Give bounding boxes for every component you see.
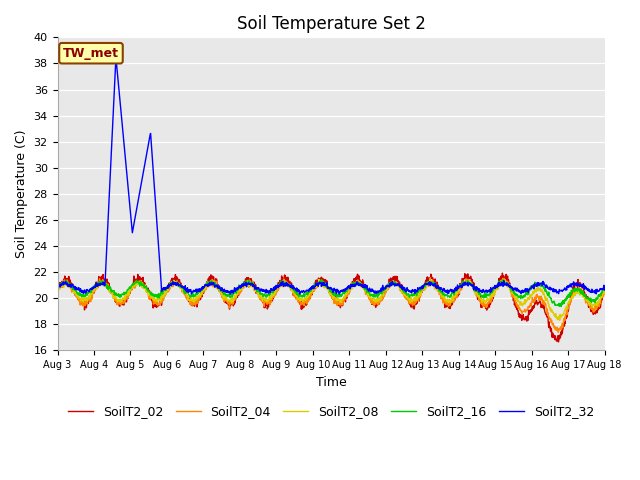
Line: SoilT2_02: SoilT2_02 bbox=[58, 273, 605, 342]
SoilT2_08 bbox=[307, 289, 315, 295]
SoilT2_02 bbox=[499, 270, 506, 276]
SoilT2_04 bbox=[365, 296, 372, 302]
SoilT2_08 bbox=[286, 284, 294, 290]
SoilT2_02 bbox=[54, 287, 61, 292]
SoilT2_04 bbox=[554, 329, 562, 335]
Line: SoilT2_16: SoilT2_16 bbox=[58, 280, 605, 306]
SoilT2_16 bbox=[297, 293, 305, 299]
Y-axis label: Soil Temperature (C): Soil Temperature (C) bbox=[15, 130, 28, 258]
SoilT2_04 bbox=[601, 288, 609, 294]
SoilT2_32 bbox=[287, 283, 294, 289]
SoilT2_16 bbox=[601, 286, 609, 292]
SoilT2_08 bbox=[96, 281, 104, 287]
SoilT2_16 bbox=[318, 277, 326, 283]
SoilT2_02 bbox=[118, 299, 126, 304]
SoilT2_02 bbox=[365, 291, 372, 297]
SoilT2_32 bbox=[118, 125, 126, 131]
SoilT2_04 bbox=[54, 288, 61, 293]
SoilT2_16 bbox=[96, 279, 104, 285]
SoilT2_02 bbox=[555, 339, 563, 345]
SoilT2_04 bbox=[307, 292, 315, 298]
SoilT2_08 bbox=[315, 276, 323, 282]
SoilT2_04 bbox=[426, 275, 434, 281]
SoilT2_04 bbox=[297, 302, 305, 308]
SoilT2_16 bbox=[118, 291, 126, 297]
SoilT2_16 bbox=[54, 285, 61, 291]
SoilT2_02 bbox=[601, 286, 609, 292]
Line: SoilT2_08: SoilT2_08 bbox=[58, 279, 605, 320]
SoilT2_32 bbox=[365, 285, 373, 291]
SoilT2_16 bbox=[557, 303, 565, 309]
SoilT2_32 bbox=[112, 54, 120, 60]
Legend: SoilT2_02, SoilT2_04, SoilT2_08, SoilT2_16, SoilT2_32: SoilT2_02, SoilT2_04, SoilT2_08, SoilT2_… bbox=[63, 400, 600, 423]
SoilT2_32 bbox=[54, 285, 61, 291]
SoilT2_08 bbox=[297, 296, 305, 302]
SoilT2_08 bbox=[556, 317, 564, 323]
Title: Soil Temperature Set 2: Soil Temperature Set 2 bbox=[237, 15, 426, 33]
Text: TW_met: TW_met bbox=[63, 47, 119, 60]
SoilT2_32 bbox=[308, 284, 316, 290]
SoilT2_04 bbox=[118, 298, 126, 303]
SoilT2_02 bbox=[297, 298, 305, 304]
SoilT2_32 bbox=[96, 280, 104, 286]
SoilT2_16 bbox=[286, 282, 294, 288]
SoilT2_04 bbox=[286, 283, 294, 289]
SoilT2_32 bbox=[298, 288, 305, 294]
X-axis label: Time: Time bbox=[316, 376, 346, 389]
SoilT2_08 bbox=[365, 293, 373, 299]
SoilT2_02 bbox=[286, 278, 294, 284]
Line: SoilT2_32: SoilT2_32 bbox=[58, 57, 605, 294]
SoilT2_32 bbox=[227, 291, 234, 297]
SoilT2_02 bbox=[307, 291, 315, 297]
SoilT2_04 bbox=[96, 280, 104, 286]
SoilT2_08 bbox=[54, 289, 61, 295]
SoilT2_08 bbox=[601, 289, 609, 295]
SoilT2_32 bbox=[601, 284, 609, 290]
SoilT2_16 bbox=[365, 290, 373, 296]
SoilT2_16 bbox=[307, 288, 315, 294]
SoilT2_08 bbox=[118, 298, 126, 303]
Line: SoilT2_04: SoilT2_04 bbox=[58, 278, 605, 332]
SoilT2_02 bbox=[96, 277, 104, 283]
